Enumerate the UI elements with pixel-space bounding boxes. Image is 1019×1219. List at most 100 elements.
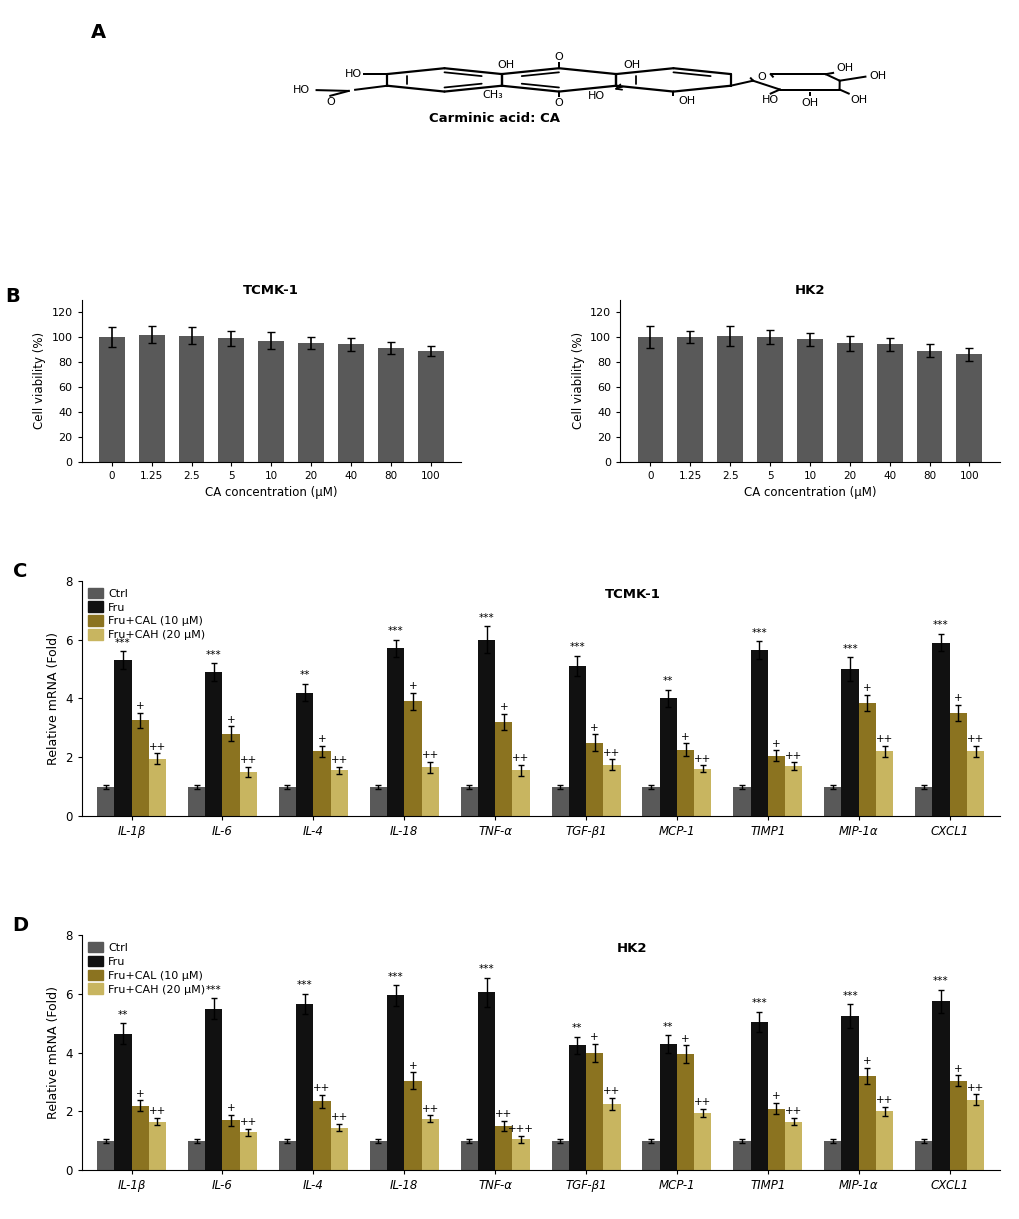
- Bar: [218, 338, 245, 462]
- Bar: [858, 703, 875, 816]
- Bar: [131, 720, 149, 816]
- X-axis label: CA concentration (μM): CA concentration (μM): [743, 486, 875, 500]
- Bar: [418, 351, 443, 462]
- Bar: [949, 713, 966, 816]
- Bar: [750, 1022, 767, 1170]
- Bar: [205, 672, 222, 816]
- Text: ++: ++: [149, 741, 166, 752]
- Bar: [330, 1128, 347, 1170]
- Bar: [767, 756, 785, 816]
- Text: ++: ++: [875, 1096, 893, 1106]
- Bar: [298, 344, 324, 462]
- Bar: [586, 1053, 602, 1170]
- Bar: [796, 340, 822, 462]
- Text: +: +: [136, 701, 145, 712]
- Text: ++: ++: [694, 1097, 711, 1107]
- Title: TCMK-1: TCMK-1: [244, 284, 299, 297]
- Bar: [914, 1141, 931, 1170]
- Bar: [756, 336, 783, 462]
- Bar: [823, 786, 841, 816]
- Bar: [421, 1119, 438, 1170]
- Text: +: +: [771, 739, 780, 748]
- Text: ++: ++: [785, 1107, 802, 1117]
- Text: ++: ++: [421, 751, 438, 761]
- Text: OH: OH: [850, 95, 867, 105]
- Text: Carminic acid: CA: Carminic acid: CA: [429, 112, 559, 126]
- Text: ***: ***: [297, 980, 312, 990]
- Text: OH: OH: [836, 62, 853, 73]
- Bar: [949, 1080, 966, 1170]
- Text: ++: ++: [330, 1113, 347, 1123]
- Text: +: +: [681, 1034, 689, 1043]
- Bar: [750, 650, 767, 816]
- Bar: [386, 649, 404, 816]
- Y-axis label: Relative mRNA (Fold): Relative mRNA (Fold): [47, 986, 59, 1119]
- Text: +: +: [953, 694, 962, 703]
- Bar: [841, 669, 858, 816]
- Bar: [222, 734, 239, 816]
- Legend: Ctrl, Fru, Fru+CAL (10 μM), Fru+CAH (20 μM): Ctrl, Fru, Fru+CAL (10 μM), Fru+CAH (20 …: [87, 586, 206, 641]
- Text: OH: OH: [678, 96, 695, 106]
- Text: HO: HO: [292, 84, 310, 95]
- Bar: [733, 1141, 750, 1170]
- Text: ++: ++: [421, 1103, 438, 1113]
- Y-axis label: Cell viability (%): Cell viability (%): [571, 332, 584, 429]
- Text: **: **: [662, 1022, 673, 1031]
- Text: ++: ++: [602, 747, 620, 757]
- Text: O: O: [326, 98, 334, 107]
- Bar: [114, 1034, 131, 1170]
- Text: ***: ***: [569, 642, 585, 652]
- Bar: [131, 1106, 149, 1170]
- Bar: [97, 1141, 114, 1170]
- Bar: [659, 1043, 677, 1170]
- Bar: [875, 1112, 893, 1170]
- Bar: [494, 1126, 512, 1170]
- Text: ++: ++: [694, 753, 711, 763]
- Bar: [767, 1108, 785, 1170]
- Text: **: **: [572, 1023, 582, 1032]
- Text: **: **: [662, 677, 673, 686]
- Bar: [330, 770, 347, 816]
- Bar: [478, 640, 494, 816]
- Text: **: **: [117, 1009, 128, 1020]
- Text: ++: ++: [149, 1107, 166, 1117]
- Text: ***: ***: [751, 998, 766, 1008]
- Text: O: O: [757, 72, 765, 83]
- Text: HK2: HK2: [616, 942, 647, 956]
- Bar: [551, 786, 569, 816]
- Text: A: A: [91, 23, 106, 43]
- Text: ***: ***: [387, 972, 404, 981]
- Bar: [97, 786, 114, 816]
- Text: ***: ***: [478, 964, 494, 974]
- Bar: [239, 1132, 257, 1170]
- Text: +: +: [590, 723, 598, 733]
- Bar: [569, 666, 586, 816]
- Text: ++: ++: [239, 755, 257, 764]
- Text: ++: ++: [239, 1117, 257, 1126]
- Text: ++: ++: [785, 751, 802, 761]
- Text: ***: ***: [478, 613, 494, 623]
- Bar: [404, 701, 421, 816]
- Text: +: +: [953, 1063, 962, 1074]
- Bar: [313, 751, 330, 816]
- Bar: [461, 1141, 478, 1170]
- Bar: [461, 786, 478, 816]
- Bar: [114, 661, 131, 816]
- Bar: [716, 335, 743, 462]
- Text: D: D: [13, 917, 29, 935]
- Text: ***: ***: [842, 991, 857, 1001]
- Text: ++: ++: [875, 734, 893, 745]
- Bar: [586, 742, 602, 816]
- Text: **: **: [300, 670, 310, 680]
- Bar: [369, 1141, 386, 1170]
- Bar: [966, 1100, 983, 1170]
- Text: ***: ***: [932, 976, 948, 986]
- Text: HO: HO: [588, 91, 604, 101]
- Bar: [931, 1001, 949, 1170]
- Bar: [404, 1080, 421, 1170]
- Bar: [642, 786, 659, 816]
- Bar: [222, 1120, 239, 1170]
- Text: OH: OH: [868, 71, 886, 80]
- Text: +: +: [590, 1032, 598, 1042]
- Text: ***: ***: [206, 985, 221, 995]
